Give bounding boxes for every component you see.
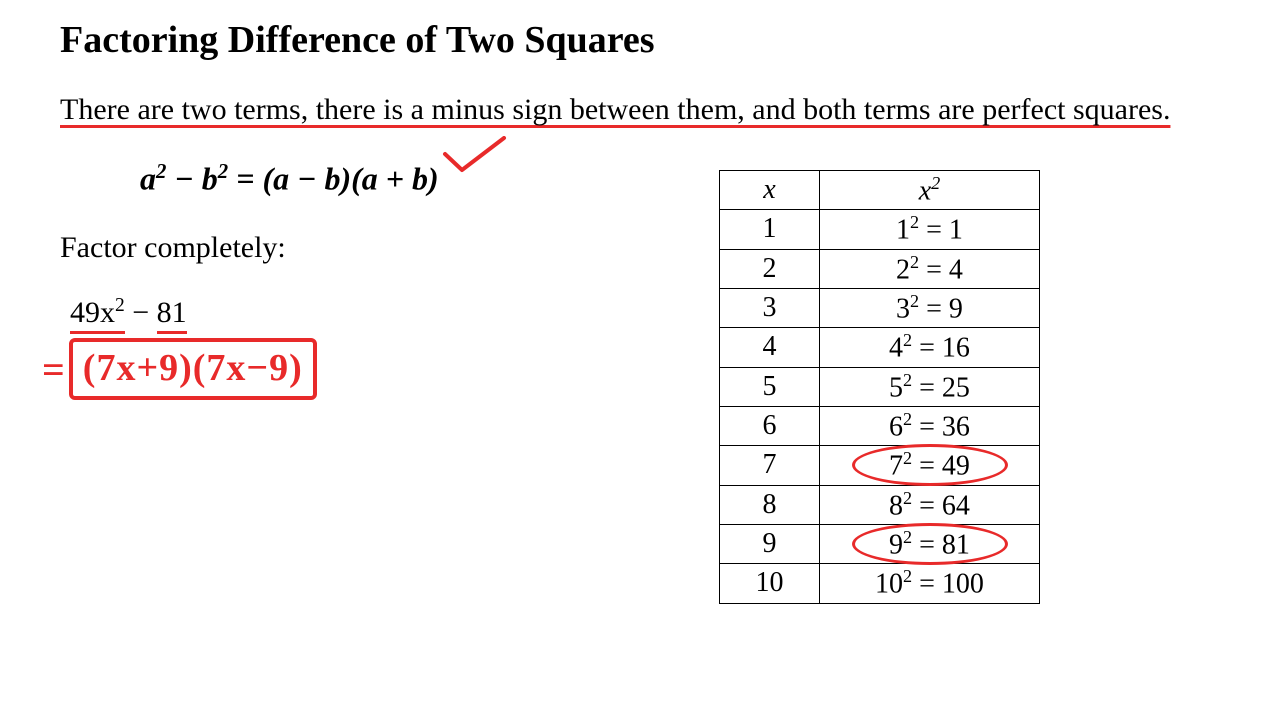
table-head-x: x [720, 171, 820, 210]
table-row: 112 = 1 [720, 210, 1040, 249]
cell-square: 52 = 25 [820, 367, 1040, 406]
problem-expression: 49x2 − 81 [70, 295, 1230, 330]
equals-sign: = [42, 346, 65, 393]
cell-square: 92 = 81 [820, 524, 1040, 563]
table-row: 992 = 81 [720, 524, 1040, 563]
cell-x: 3 [720, 288, 820, 327]
checkmark-icon [440, 136, 510, 176]
cell-x: 7 [720, 446, 820, 485]
circle-annotation [852, 523, 1008, 565]
formula: a2 − b2 = (a − b)(a + b) [140, 160, 1230, 198]
table-body: 112 = 1222 = 4332 = 9442 = 16552 = 25662… [720, 210, 1040, 603]
cell-square: 62 = 36 [820, 406, 1040, 445]
cell-x: 2 [720, 249, 820, 288]
circle-annotation [852, 444, 1008, 486]
table-row: 552 = 25 [720, 367, 1040, 406]
answer-box: (7x+9)(7x−9) [69, 338, 317, 400]
table-row: 662 = 36 [720, 406, 1040, 445]
cell-square: 22 = 4 [820, 249, 1040, 288]
cell-x: 6 [720, 406, 820, 445]
page: Factoring Difference of Two Squares Ther… [0, 0, 1280, 720]
answer-row: = (7x+9)(7x−9) [42, 338, 1230, 400]
table-head-sq: x2 [820, 171, 1040, 210]
cell-square: 102 = 100 [820, 564, 1040, 603]
table-row: 222 = 4 [720, 249, 1040, 288]
squares-table-wrap: x x2 112 = 1222 = 4332 = 9442 = 16552 = … [719, 170, 1040, 604]
table-row: 882 = 64 [720, 485, 1040, 524]
cell-square: 42 = 16 [820, 328, 1040, 367]
description-text: There are two terms, there is a minus si… [60, 93, 1170, 126]
cell-square: 12 = 1 [820, 210, 1040, 249]
cell-square: 82 = 64 [820, 485, 1040, 524]
cell-x: 10 [720, 564, 820, 603]
problem-op: − [125, 296, 157, 329]
cell-x: 9 [720, 524, 820, 563]
table-row: 772 = 49 [720, 446, 1040, 485]
description-block: There are two terms, there is a minus si… [60, 88, 1230, 132]
cell-square: 32 = 9 [820, 288, 1040, 327]
problem-lhs: 49x2 [70, 296, 125, 334]
cell-x: 8 [720, 485, 820, 524]
squares-table: x x2 112 = 1222 = 4332 = 9442 = 16552 = … [719, 170, 1040, 604]
factor-label: Factor completely: [60, 231, 1230, 265]
table-row: 10102 = 100 [720, 564, 1040, 603]
cell-x: 5 [720, 367, 820, 406]
problem-rhs: 81 [157, 296, 187, 334]
cell-x: 4 [720, 328, 820, 367]
table-row: 442 = 16 [720, 328, 1040, 367]
table-row: 332 = 9 [720, 288, 1040, 327]
cell-square: 72 = 49 [820, 446, 1040, 485]
cell-x: 1 [720, 210, 820, 249]
page-title: Factoring Difference of Two Squares [60, 18, 1230, 62]
